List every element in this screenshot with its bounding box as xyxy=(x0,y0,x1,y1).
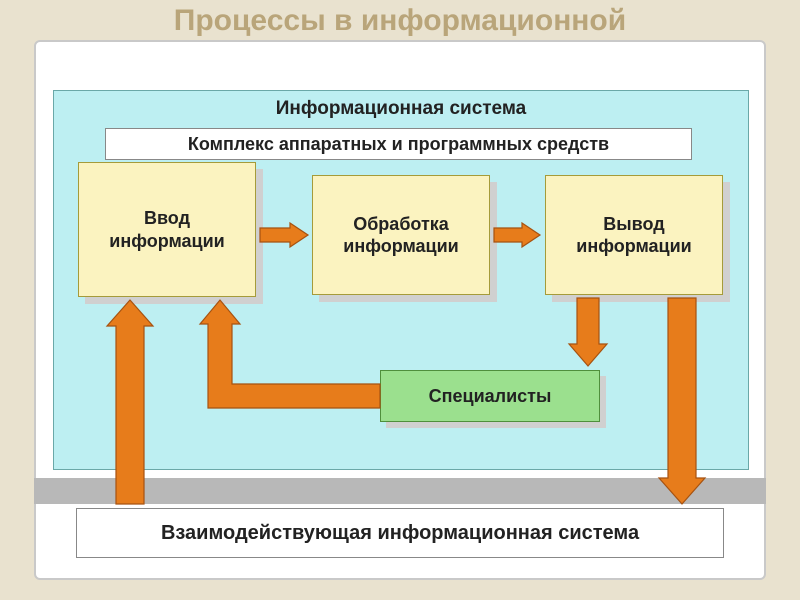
down-from-output-arrow xyxy=(659,298,705,504)
arrow-input-to-process xyxy=(260,223,308,247)
up-to-input-arrow xyxy=(107,300,153,504)
arrow-output-to-specialists xyxy=(569,298,607,366)
arrow-process-to-output xyxy=(494,223,540,247)
arrows-layer xyxy=(0,0,800,600)
arrow-specialists-to-input xyxy=(200,300,380,408)
